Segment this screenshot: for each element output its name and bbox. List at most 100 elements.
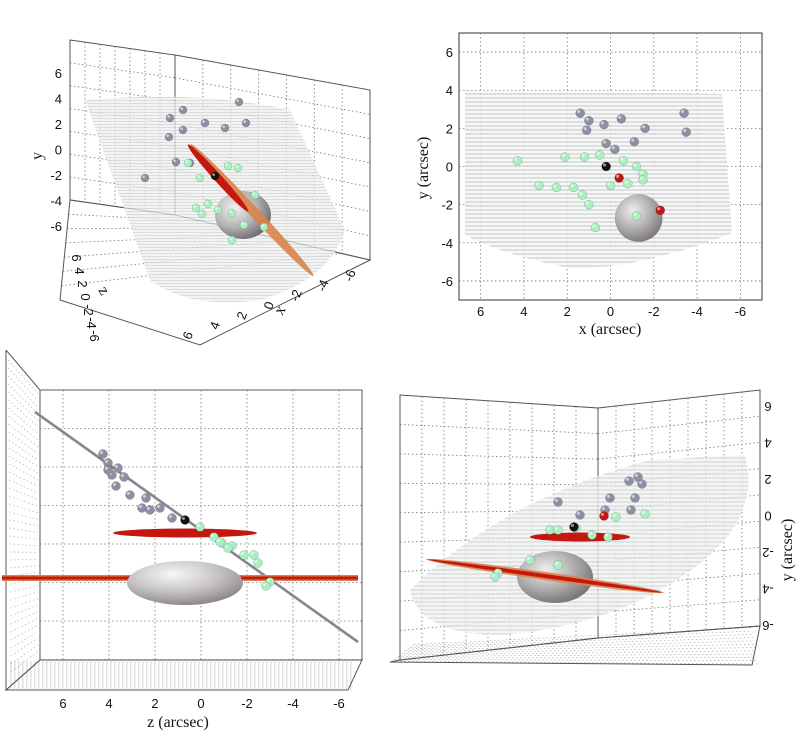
gray-point (119, 472, 129, 482)
green-point (223, 543, 233, 553)
x-tick-label: 6 (59, 696, 66, 711)
gray-point-body (98, 449, 108, 459)
y-tick-label: -4 (50, 194, 62, 209)
axis-label-x: x (arcsec) (579, 321, 642, 338)
green-point-body (553, 560, 563, 570)
green-point-highlight (596, 151, 600, 156)
gray-point-highlight (126, 491, 130, 495)
green-point (568, 182, 579, 193)
green-point (603, 532, 613, 542)
grid-line (399, 482, 599, 486)
gray-point-body (241, 118, 251, 128)
green-point-body (623, 178, 633, 189)
gray-point (575, 108, 585, 118)
green-point-body (183, 158, 193, 168)
green-point-highlight (561, 153, 566, 157)
gray-point (200, 118, 210, 128)
green-point-highlight (581, 153, 585, 157)
gray-point (234, 97, 244, 107)
green-point (638, 175, 648, 185)
x-tick-label: 0 (260, 299, 277, 311)
gray-point-body (234, 97, 244, 107)
green-point-body (227, 208, 237, 218)
gray-point (167, 513, 177, 523)
gray-point-body (155, 503, 165, 513)
wall-grid (8, 471, 39, 487)
transparent-surface (85, 96, 345, 303)
gray-point (141, 493, 151, 503)
green-point-highlight (224, 544, 228, 548)
gray-point-highlight (600, 121, 605, 125)
green-point-highlight (624, 180, 628, 184)
gray-point-highlight (601, 506, 605, 510)
green-point (250, 190, 260, 200)
gray-point (630, 493, 640, 503)
green-point-highlight (235, 165, 239, 169)
black-point (180, 515, 190, 525)
x-tick-label: 0 (197, 696, 204, 711)
green-point-body (253, 558, 263, 568)
green-point (640, 509, 650, 519)
green-point-body (534, 180, 544, 191)
y-tick-label: -6 (50, 219, 62, 234)
black-point-body (569, 522, 579, 532)
floor-grid (407, 637, 754, 650)
green-point-body (638, 175, 648, 185)
gray-point (98, 449, 108, 459)
green-point-highlight (491, 573, 495, 577)
gray-point-highlight (603, 140, 607, 144)
green-point-highlight (612, 513, 616, 517)
green-point (213, 205, 223, 215)
green-point-body (239, 550, 249, 560)
x-tick-label: 2 (233, 309, 250, 321)
floor-grid (411, 630, 753, 647)
gray-point (637, 479, 647, 489)
gray-point-body (165, 113, 175, 123)
wall-grid (9, 535, 39, 540)
wall-grid (7, 383, 39, 415)
wall-grid (10, 637, 39, 657)
green-point-highlight (546, 526, 550, 530)
gray-point-body (220, 123, 230, 133)
x-tick-label: 4 (206, 319, 223, 331)
z-tick-label: 4 (72, 267, 87, 274)
gray-point-highlight (222, 125, 226, 128)
green-point-body (525, 555, 535, 565)
green-point-highlight (261, 224, 264, 228)
z-tick-label: -4 (84, 317, 99, 329)
green-point-body (239, 220, 249, 230)
gray-point-body (629, 136, 640, 147)
wall-grid (10, 578, 39, 585)
gray-point-highlight (683, 129, 687, 133)
gray-point (599, 119, 609, 130)
x-tick-label: 6 (179, 329, 196, 341)
panel-bottom-right-3d: 6 4 2 0 -2 -4 -6 y (arcsec) (389, 389, 796, 666)
gray-point (601, 138, 611, 149)
panel-top-right-xy: 6 4 2 0 -2 -4 -6 6 4 2 0 -2 -4 -6 x (arcsec) y (arcse… (415, 32, 763, 338)
gray-point-highlight (146, 506, 150, 510)
green-point (623, 178, 633, 189)
wall-grid (9, 558, 39, 561)
x-tick-label: -6 (333, 696, 345, 711)
gray-point-body (601, 138, 611, 149)
green-point-body (605, 180, 616, 191)
green-point-body (640, 509, 650, 519)
gray-point-body (605, 493, 615, 503)
gray-point-highlight (631, 494, 635, 498)
gray-point (626, 505, 636, 515)
green-point (577, 190, 588, 200)
x-tick-label: -4 (314, 277, 332, 293)
wall-grid (9, 487, 39, 500)
y-tick-label: -6 (762, 618, 774, 633)
orange-disk-core (428, 559, 662, 593)
red-point-highlight (616, 174, 620, 178)
red-disk (530, 532, 630, 542)
gray-point (553, 497, 563, 507)
gray-point-body (630, 493, 640, 503)
green-point (611, 512, 621, 522)
green-point-body (631, 211, 642, 221)
gray-point (103, 465, 113, 475)
x-tick-label: -4 (287, 696, 299, 711)
axis-label-y: y (arcsec) (779, 519, 796, 582)
green-point (512, 156, 523, 166)
